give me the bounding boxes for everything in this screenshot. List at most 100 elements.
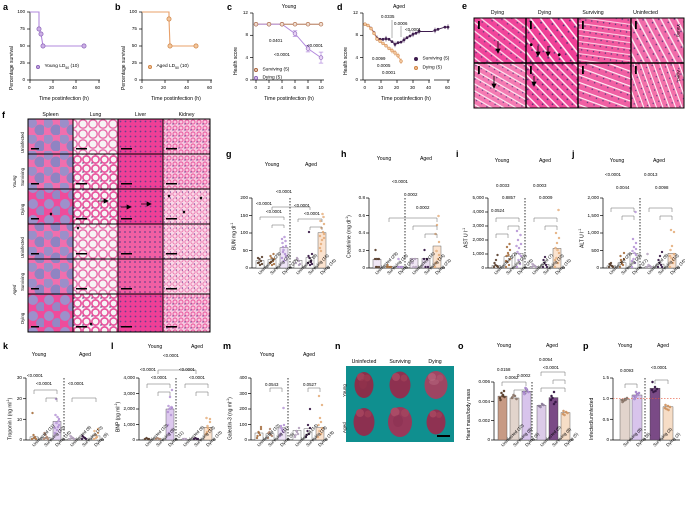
panel-g-ytick-100: 100 [240,230,248,235]
panel-j-pvalue-1: <0.0001 [605,172,621,177]
panel-o-ytick-0002: 0.002 [478,418,491,423]
panel-b-xtick-20: 20 [161,85,167,90]
panel-f-micrographs: * * * * * * [27,118,211,333]
panel-a-xtick-20: 20 [49,85,55,90]
panel-e-label: e [462,1,468,11]
panel-d-plot [360,12,450,83]
panel-b-xtick-0: 0 [140,85,143,90]
panel-g: g Young Aged BUN mg dl-1 [222,150,337,338]
panel-o-pvalue-1: 0.0158 [497,367,511,372]
panel-e-col-2: Surviving [582,10,604,16]
panel-f-row-dying-aged: Dying [20,312,25,324]
panel-k-pvalue-2: <0.0001 [36,381,52,386]
panel-d-xtick-60: 60 [445,85,451,90]
panel-k-group-young: Young [31,352,47,358]
panel-b-plot [139,11,212,83]
panel-i-label: i [456,149,459,159]
legend-marker-surviving [254,67,258,72]
panel-h-label: h [341,149,347,159]
panel-c-xtick-8: 8 [306,85,310,90]
panel-l-pvalue-1: <0.0001 [140,367,156,372]
panel-p-plot [610,377,680,441]
panel-c-ytick-4: 4 [245,55,248,60]
panel-n-hearts [346,366,454,442]
panel-h-ytick-0: 0 [362,265,365,270]
panel-j-ytick-500: 500 [591,247,599,253]
panel-b-ytick-75: 75 [131,26,137,31]
panel-o-pvalue-5: 0.0002 [517,373,531,378]
panel-c-xtick-10: 10 [318,85,324,90]
panel-p-ytick-05: 0.5 [602,416,609,422]
panel-k-pvalue-3: <0.0001 [68,381,84,386]
panel-g-pvalue-2: <0.0001 [266,209,282,214]
svg-text:*: * [77,227,79,233]
panel-a: a Percentage survival Time postinfection… [0,0,112,108]
legend-marker-surviving-aged [414,56,418,61]
panel-o-ytick-0004: 0.004 [478,398,491,404]
panel-g-pvalue-1: <0.0001 [256,201,272,206]
panel-e-row-aged: Aged [676,70,681,81]
panel-f-col-spleen: Spleen [42,112,59,118]
panel-c-pvalue-2: <0.0001 [274,52,290,57]
panel-a-plot [27,11,100,83]
panel-h-pvalue-1: <0.0001 [392,179,408,184]
panel-n-row-young: Young [342,384,347,397]
panel-m-ytick-400: 400 [239,375,247,380]
panel-d-xlabel: Time postinfection (h) [381,96,431,102]
svg-text:*: * [50,213,52,219]
panel-f-row-dying-young: Dying [20,203,25,215]
panel-b-ytick-50: 50 [131,43,137,48]
panel-j-ytick-0: 0 [596,265,599,270]
panel-m-ytick-0: 0 [244,437,247,442]
panel-d-legend-surviving-label: Surviving (5) [422,56,450,62]
legend-marker-dying-aged [414,65,418,70]
panel-b-xtick-60: 60 [207,85,213,90]
panel-e-micrographs: * * [473,17,685,109]
panel-d-ytick-12: 12 [352,10,358,15]
panel-e-row-young: Young [676,24,681,37]
panel-i-pvalue-2: 0.8857 [502,195,516,200]
panel-g-pvalue-5: <0.0001 [276,189,292,194]
panel-c-ytick-0: 0 [245,77,248,82]
panel-l-pvalue-5: <0.0001 [163,353,179,358]
panel-f-group-young: Young [12,175,17,188]
panel-j-plot [600,197,680,269]
legend-marker-aged-ld50 [148,64,152,69]
panel-l-ytick-3000: 3,000 [123,390,136,396]
panel-d-pvalue-4: 0.0099 [372,56,386,61]
panel-n-col-dying: Dying [428,359,442,365]
panel-o-group-aged: Aged [545,343,559,349]
panel-c-label: c [227,2,233,12]
panel-n-col-uninfected: Uninfected [351,359,377,365]
panel-c-legend-surviving-label: Surviving (5) [262,67,290,73]
panel-a-xtick-40: 40 [72,85,78,90]
panel-b-ytick-25: 25 [131,60,137,65]
panel-c-ytick-12: 12 [242,10,248,15]
panel-i-ytick-0: 0 [481,265,484,270]
panel-h-ytick-08: 0.8 [358,195,365,200]
panel-i-ytick-1000: 1,000 [472,251,485,256]
panel-d-pvalue-6: 0.0001 [382,70,396,75]
panel-m-pvalue-2: 0.0527 [303,382,317,387]
panel-f-row-surviving-aged: Surviving [20,272,25,291]
panel-l-group-young: Young [147,344,163,350]
svg-text:*: * [183,211,185,217]
panel-m-plot [248,377,327,441]
panel-m-ytick-100: 100 [239,421,247,427]
panel-a-xtick-60: 60 [95,85,101,90]
panel-f-col-lung: Lung [89,112,102,118]
panel-d-xtick-0: 0 [363,85,367,90]
panel-m-ytick-300: 300 [239,390,247,396]
panel-k-ytick-30: 30 [16,375,22,380]
panel-l-ytick-1000: 1,000 [123,421,136,427]
panel-l-group-aged: Aged [190,344,204,350]
panel-f-col-kidney: Kidney [178,112,195,118]
panel-f-row-uninfected-young: Uninfected [20,132,25,153]
panel-e-col-3: Uninfected [633,10,658,16]
panel-a-ytick-50: 50 [19,43,25,48]
panel-l: l Young Aged BNP (pg ml-1) [108,340,223,505]
panel-k-ytick-10: 10 [16,416,22,422]
panel-h-pvalue-2: 0.0002 [404,192,418,197]
panel-f-row-surviving-young: Surviving [20,167,25,186]
panel-k: k Young Aged Troponin I (ng ml-1) [0,340,110,505]
